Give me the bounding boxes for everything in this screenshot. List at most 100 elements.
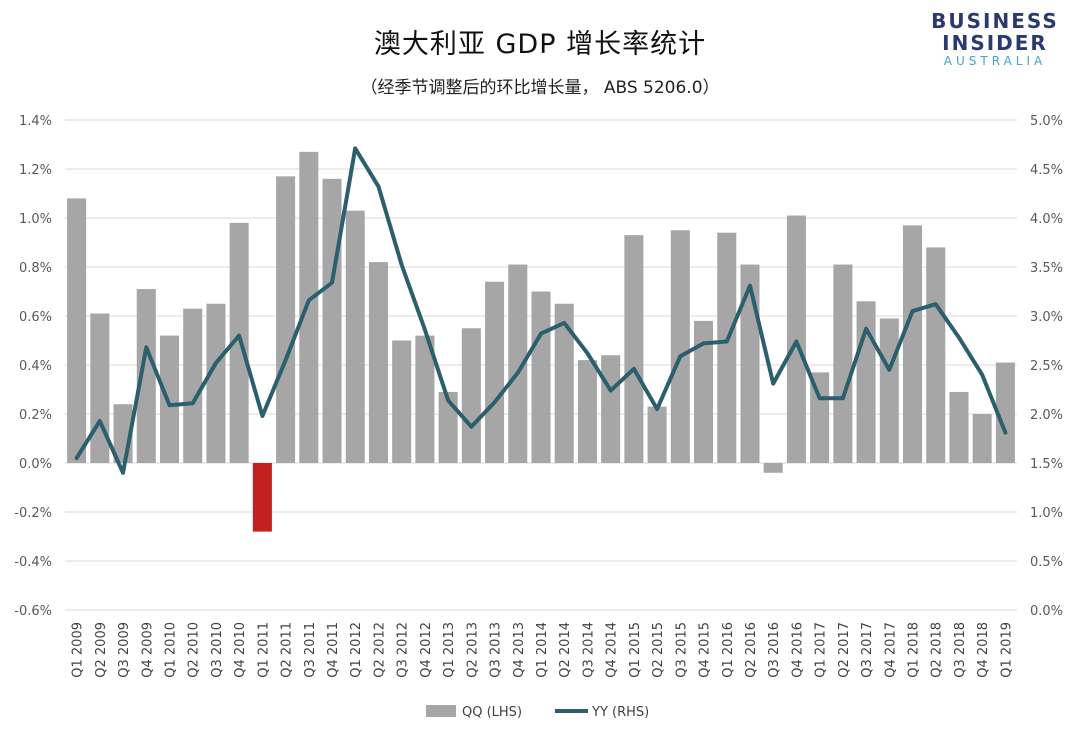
x-tick-label: Q4 2013 <box>512 622 527 678</box>
bar <box>67 198 87 463</box>
bar <box>508 264 528 463</box>
y-left-tick-label: 1.0% <box>19 212 52 227</box>
x-tick-label: Q4 2012 <box>419 622 434 678</box>
y-right-tick-label: 2.0% <box>1030 408 1063 423</box>
series-line-yy <box>74 146 1008 475</box>
x-tick-label: Q2 2017 <box>837 622 852 678</box>
bar <box>810 372 830 463</box>
y-right-tick-label: 5.0% <box>1030 114 1063 129</box>
x-tick-label: Q3 2012 <box>396 622 411 678</box>
y-right-tick-label: 0.5% <box>1030 555 1063 570</box>
y-right-tick-label: 0.0% <box>1030 604 1063 619</box>
bar <box>694 320 714 463</box>
y-left-tick-label: 1.2% <box>19 163 52 178</box>
bar <box>392 340 412 463</box>
legend-label-yy: YY (RHS) <box>591 705 649 720</box>
x-tick-label: Q3 2014 <box>581 622 596 678</box>
y-left-tick-label: 0.6% <box>19 310 52 325</box>
x-tick-label: Q2 2010 <box>187 622 202 678</box>
y-right-tick-label: 3.5% <box>1030 261 1063 276</box>
y-right-tick-label: 3.0% <box>1030 310 1063 325</box>
x-tick-label: Q3 2016 <box>767 622 782 678</box>
bar <box>902 225 923 463</box>
logo-line-insider: INSIDER <box>942 31 1048 55</box>
x-tick-label: Q4 2011 <box>326 622 341 678</box>
bar <box>345 210 365 463</box>
x-tick-label: Q4 2018 <box>976 622 991 678</box>
bar <box>206 303 226 463</box>
x-tick-label: Q1 2016 <box>721 622 736 678</box>
x-tick-label: Q2 2014 <box>558 622 573 678</box>
bar <box>856 301 876 463</box>
bar <box>322 178 342 464</box>
bar <box>879 318 899 463</box>
y-left-tick-label: -0.4% <box>14 555 52 570</box>
x-tick-label: Q3 2013 <box>489 622 504 678</box>
bar <box>461 328 481 463</box>
y-right-tick-label: 2.5% <box>1030 359 1063 374</box>
x-tick-label: Q2 2011 <box>280 622 295 678</box>
x-tick-label: Q4 2017 <box>883 622 898 678</box>
x-tick-label: Q3 2009 <box>117 622 132 678</box>
bar <box>717 232 737 463</box>
y-right-tick-label: 4.5% <box>1030 163 1063 178</box>
bar <box>624 235 644 463</box>
x-tick-label: Q1 2015 <box>628 622 643 678</box>
bar <box>926 247 946 463</box>
y-right-tick-label: 1.0% <box>1030 506 1063 521</box>
x-tick-label: Q2 2012 <box>373 622 388 678</box>
bar <box>229 222 249 463</box>
x-tick-label: Q3 2015 <box>674 622 689 678</box>
y-left-tick-label: 0.4% <box>19 359 52 374</box>
x-tick-label: Q4 2016 <box>790 622 805 678</box>
x-tick-label: Q2 2013 <box>465 622 480 678</box>
x-tick-label: Q1 2010 <box>164 622 179 678</box>
bar <box>740 264 760 463</box>
legend-swatch-qq <box>426 705 456 717</box>
bar <box>786 215 806 463</box>
x-tick-label: Q4 2010 <box>233 622 248 678</box>
bar <box>252 463 272 532</box>
bar <box>577 360 597 463</box>
x-tick-label: Q3 2017 <box>860 622 875 678</box>
bar <box>136 289 156 463</box>
chart-subtitle: （经季节调整后的环比增长量， ABS 5206.0） <box>360 78 720 98</box>
bar <box>833 264 853 463</box>
y-left-tick-label: -0.2% <box>14 506 52 521</box>
business-insider-logo: BUSINESS INSIDER AUSTRALIA <box>920 9 1070 69</box>
x-tick-label: Q2 2009 <box>94 622 109 678</box>
x-tick-label: Q1 2009 <box>71 622 86 678</box>
bar <box>670 230 690 463</box>
bar <box>299 151 319 463</box>
x-tick-label: Q1 2017 <box>814 622 829 678</box>
y-right-tick-label: 4.0% <box>1030 212 1063 227</box>
legend-label-qq: QQ (LHS) <box>462 705 522 720</box>
bar <box>763 463 783 473</box>
x-tick-label: Q1 2011 <box>256 622 271 678</box>
x-tick-label: Q3 2010 <box>210 622 225 678</box>
x-tick-label: Q4 2014 <box>605 622 620 678</box>
x-tick-label: Q2 2016 <box>744 622 759 678</box>
x-tick-label: Q4 2009 <box>140 622 155 678</box>
y-left-tick-label: 0.8% <box>19 261 52 276</box>
bar <box>949 391 969 463</box>
bar <box>972 414 992 463</box>
bar <box>438 391 458 463</box>
y-left-tick-label: -0.6% <box>14 604 52 619</box>
logo-line-business: BUSINESS <box>931 9 1059 33</box>
bar <box>601 355 621 463</box>
bar <box>554 303 574 463</box>
x-tick-label: Q1 2018 <box>907 622 922 678</box>
bar <box>995 362 1015 463</box>
bar <box>368 262 388 463</box>
y-left-tick-label: 0.2% <box>19 408 52 423</box>
x-tick-label: Q3 2018 <box>953 622 968 678</box>
bar <box>647 406 667 463</box>
chart-title: 澳大利亚 GDP 增长率统计 <box>373 29 707 60</box>
bar <box>531 291 551 463</box>
bar <box>159 335 180 463</box>
bar <box>183 308 203 463</box>
x-tick-label: Q4 2015 <box>698 622 713 678</box>
